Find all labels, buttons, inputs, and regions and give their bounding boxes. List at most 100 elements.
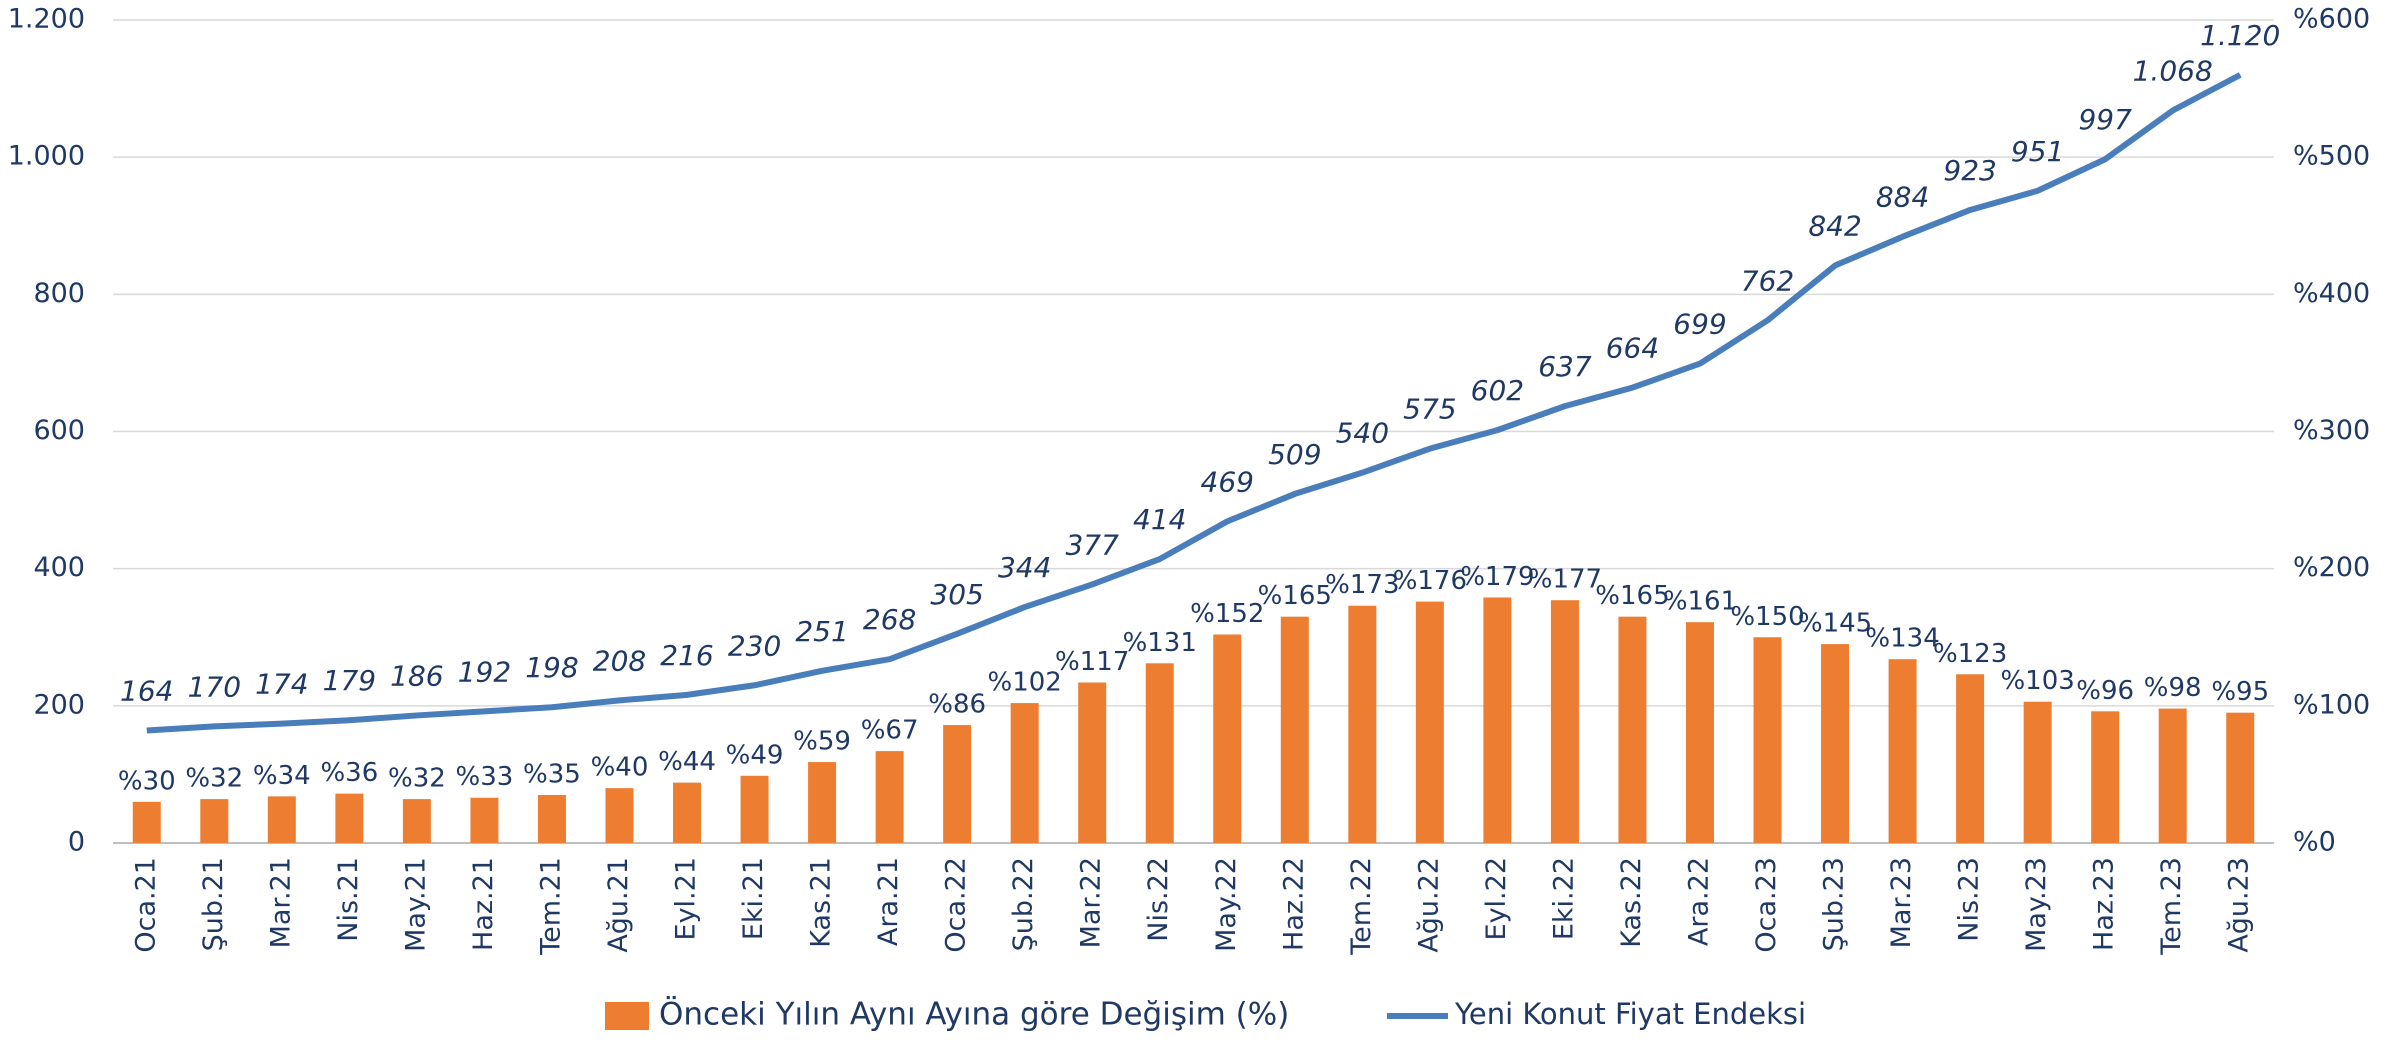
bar: [1280, 616, 1309, 843]
legend-swatch: [605, 1002, 649, 1030]
x-tick-label: Ara.22: [1683, 857, 1714, 946]
line-value-label: 174: [255, 668, 308, 701]
legend-label: Önceki Yılın Aynı Ayına göre Değişim (%): [659, 996, 1289, 1033]
x-tick-label: Şub.22: [1008, 857, 1039, 951]
x-tick-label: Tem.22: [1346, 857, 1377, 956]
x-tick-label: Eyl.21: [671, 857, 702, 940]
bar: [1888, 659, 1917, 843]
x-tick-label: Tem.21: [535, 857, 566, 956]
bar: [1753, 637, 1782, 843]
bar-value-label: %161: [1663, 587, 1737, 617]
bar: [1550, 600, 1579, 843]
bar: [132, 801, 161, 843]
line-value-label: 637: [1538, 350, 1592, 383]
bar: [267, 796, 296, 843]
x-tick-label: Haz.22: [1278, 857, 1309, 951]
bar: [537, 794, 566, 843]
x-tick-label: Haz.23: [2089, 857, 2120, 951]
y2-tick-label: %100: [2293, 689, 2370, 720]
line-value-label: 469: [1201, 465, 1254, 498]
x-tick-label: Ağu.22: [1413, 857, 1444, 953]
y-tick-label: 1.200: [8, 4, 85, 35]
line-value-label: 951: [2011, 135, 2064, 168]
x-tick-label: Tem.23: [2156, 857, 2187, 956]
y-tick-label: 600: [33, 415, 85, 446]
x-tick-label: Ağu.21: [603, 857, 634, 953]
bar-value-label: %36: [320, 758, 378, 788]
x-tick-label: Ara.21: [873, 857, 904, 946]
bar-value-label: %67: [861, 716, 919, 746]
bar-value-label: %173: [1325, 570, 1399, 600]
line-value-label: 664: [1606, 332, 1659, 365]
line-value-label: 842: [1808, 210, 1861, 243]
bar-value-label: %165: [1258, 581, 1332, 611]
line-value-label: 1.120: [2200, 19, 2280, 52]
y-tick-label: 800: [33, 278, 85, 309]
bar: [673, 782, 702, 843]
line-value-label: 344: [998, 551, 1051, 584]
line-value-label: 268: [863, 603, 916, 636]
line-value-label: 884: [1876, 181, 1929, 214]
bar-value-label: %30: [118, 766, 176, 796]
bar: [335, 793, 364, 843]
line-value-label: 164: [120, 675, 173, 708]
x-tick-label: Şub.23: [1819, 857, 1850, 951]
line-value-label: 575: [1403, 393, 1456, 426]
y2-tick-label: %600: [2293, 4, 2370, 35]
bar-value-label: %150: [1730, 602, 1804, 632]
x-tick-label: Kas.21: [806, 857, 837, 948]
x-tick-label: Eyl.22: [1481, 857, 1512, 940]
x-tick-label: Haz.21: [468, 857, 499, 951]
y2-tick-label: %300: [2293, 415, 2370, 446]
bar: [1821, 644, 1850, 843]
bar: [943, 725, 972, 843]
bar: [808, 762, 837, 843]
line-value-label: 602: [1471, 374, 1524, 407]
bar-value-label: %34: [253, 761, 311, 791]
bar: [1010, 703, 1039, 843]
line-value-label: 540: [1336, 417, 1389, 450]
bar: [470, 797, 499, 843]
y2-tick-label: %500: [2293, 141, 2370, 172]
bar-value-label: %131: [1123, 628, 1197, 658]
bar-value-label: %177: [1528, 565, 1602, 595]
x-tick-label: Şub.21: [198, 857, 229, 951]
bar-value-label: %33: [456, 762, 514, 792]
y2-tick-label: %400: [2293, 278, 2370, 309]
x-tick-label: Nis.22: [1143, 857, 1174, 942]
bar: [605, 788, 634, 843]
x-tick-label: Mar.22: [1076, 857, 1107, 948]
bar-value-label: %44: [658, 747, 716, 777]
x-tick-label: Eki.21: [738, 857, 769, 940]
bar-value-label: %95: [2211, 677, 2269, 707]
bar: [1415, 601, 1444, 843]
line-value-label: 230: [728, 629, 781, 662]
bar-value-label: %134: [1865, 624, 1939, 654]
bar: [1685, 622, 1714, 843]
bar-value-label: %59: [793, 727, 851, 757]
bar-value-label: %40: [591, 753, 649, 783]
x-tick-label: Mar.21: [265, 857, 296, 948]
bar: [1213, 634, 1242, 843]
line-value-label: 1.068: [2133, 55, 2213, 88]
line-value-label: 192: [458, 655, 511, 688]
bar-value-label: %98: [2144, 673, 2202, 703]
line-value-label: 509: [1268, 438, 1321, 471]
x-tick-label: Ağu.23: [2224, 857, 2255, 953]
line-value-label: 699: [1673, 308, 1726, 341]
bar: [1483, 597, 1512, 843]
y-tick-label: 200: [33, 689, 85, 720]
legend-label: Yeni Konut Fiyat Endeksi: [1454, 997, 1806, 1031]
bar: [1956, 674, 1985, 843]
x-tick-label: May.22: [1211, 857, 1242, 952]
line-value-label: 923: [1943, 154, 1996, 187]
bar-value-label: %35: [523, 759, 581, 789]
line-value-label: 186: [390, 659, 443, 692]
bar-value-label: %102: [988, 668, 1062, 698]
line-value-label: 762: [1741, 264, 1794, 297]
line-value-label: 251: [795, 615, 848, 648]
bar-value-label: %32: [185, 764, 243, 794]
y-tick-label: 1.000: [8, 141, 85, 172]
bar-value-label: %32: [388, 764, 446, 794]
